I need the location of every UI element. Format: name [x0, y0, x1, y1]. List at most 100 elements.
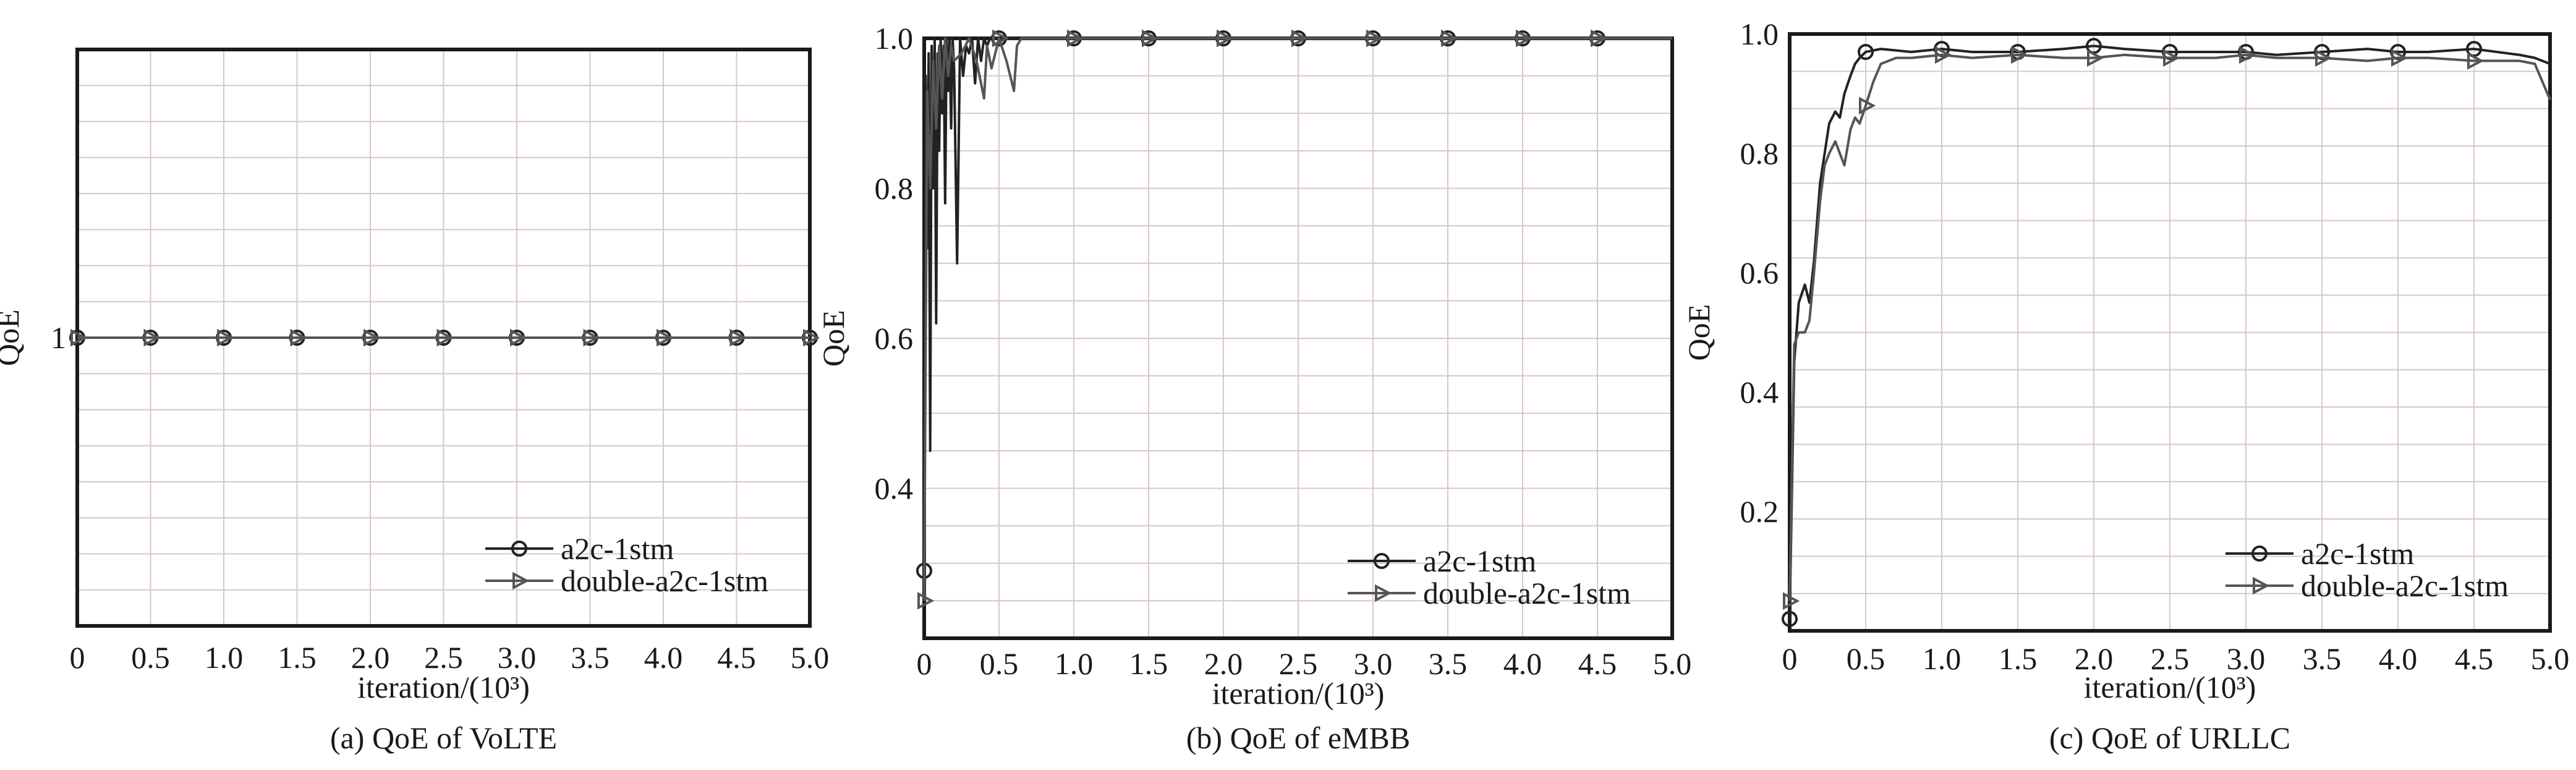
- x-tick-label: 3.5: [1429, 646, 1468, 681]
- x-tick-label: 1.0: [1923, 641, 1962, 676]
- legend-marker-circle: [511, 541, 527, 557]
- x-tick-label: 5.0: [791, 640, 830, 675]
- data-point-triangle: [1783, 592, 1800, 610]
- x-tick-label: 2.5: [424, 640, 463, 675]
- y-tick-label: 0.4: [1740, 375, 1779, 409]
- chart-panel-urllc: 0 0.5 1.0 1.5 2.0 2.5 3.0 3.5 4.0 4.5 5.0 0.2 0.4 0.6…: [1681, 17, 2569, 755]
- data-point-triangle: [1935, 46, 1952, 64]
- figure-caption: (a) QoE of VoLTE: [330, 721, 557, 755]
- data-point-triangle: [1516, 29, 1533, 48]
- data-point-triangle: [2011, 46, 2028, 64]
- y-axis-label: QoE: [0, 309, 25, 366]
- x-tick-label: 2.0: [2075, 641, 2114, 676]
- x-tick-label: 0.5: [980, 646, 1019, 681]
- data-point-circle: [1782, 610, 1798, 627]
- data-point-triangle: [917, 592, 935, 610]
- data-point-triangle: [1591, 29, 1608, 48]
- y-tick-label: 1.0: [875, 21, 914, 56]
- data-point-triangle: [657, 328, 674, 347]
- grid: [77, 49, 810, 626]
- legend-label: a2c-1stm: [561, 531, 674, 566]
- x-axis-label: iteration/(10³): [2084, 670, 2256, 704]
- x-tick-label: 0: [1782, 641, 1798, 676]
- data-point-triangle: [1067, 29, 1084, 48]
- y-tick-label: 0.4: [875, 471, 914, 506]
- legend-marker-circle: [2251, 545, 2268, 562]
- x-tick-label: 1.5: [278, 640, 317, 675]
- x-axis-label: iteration/(10³): [357, 670, 530, 704]
- legend-label: a2c-1stm: [2301, 536, 2414, 571]
- y-tick-label: 0.6: [875, 321, 914, 356]
- x-tick-label: 2.0: [351, 640, 390, 675]
- x-tick-label: 1.5: [1129, 646, 1168, 681]
- x-tick-label: 0.5: [1847, 641, 1885, 676]
- series-line: [1788, 45, 2551, 619]
- x-tick-label: 0.5: [131, 640, 170, 675]
- data-point-triangle: [363, 328, 381, 347]
- x-axis-label: iteration/(10³): [1212, 676, 1385, 711]
- legend-marker-triangle: [2253, 576, 2270, 595]
- series-line: [1788, 53, 2551, 601]
- data-point-triangle: [1217, 29, 1234, 48]
- legend-label: a2c-1stm: [1423, 544, 1536, 578]
- data-point-triangle: [1366, 29, 1384, 48]
- x-tick-label: 0: [70, 640, 85, 675]
- data-point-triangle: [290, 328, 307, 347]
- data-point-triangle: [803, 328, 820, 347]
- legend-marker-circle: [1374, 553, 1390, 569]
- x-tick-label: 4.0: [644, 640, 683, 675]
- data-point-triangle: [729, 328, 747, 347]
- figure-caption: (c) QoE of URLLC: [2049, 721, 2290, 755]
- y-tick-label: 0.2: [1740, 494, 1779, 529]
- x-tick-label: 4.5: [717, 640, 756, 675]
- x-tick-label: 2.0: [1204, 646, 1243, 681]
- data-point-triangle: [1441, 29, 1458, 48]
- x-tick-label: 1.0: [1055, 646, 1094, 681]
- y-axis-label: QoE: [816, 310, 851, 367]
- x-tick-label: 3.0: [498, 640, 537, 675]
- data-point-triangle: [2391, 49, 2408, 67]
- x-tick-label: 4.0: [1503, 646, 1542, 681]
- data-point-triangle: [2467, 52, 2485, 70]
- x-tick-label: 5.0: [2531, 641, 2570, 676]
- data-point-triangle: [510, 328, 527, 347]
- data-point-triangle: [1859, 96, 1876, 115]
- data-point-triangle: [217, 328, 234, 347]
- data-point-triangle: [436, 328, 454, 347]
- plot-frame: [1788, 32, 2552, 633]
- x-tick-label: 4.0: [2379, 641, 2418, 676]
- legend-marker-triangle: [512, 571, 530, 590]
- grid: [1789, 34, 2551, 631]
- data-point-triangle: [70, 328, 88, 347]
- x-tick-label: 1.5: [1999, 641, 2038, 676]
- x-tick-label: 4.5: [1578, 646, 1617, 681]
- y-tick-label: 0.8: [875, 171, 914, 206]
- x-tick-label: 2.5: [2151, 641, 2190, 676]
- data-point-triangle: [2239, 46, 2256, 64]
- data-point-circle: [1858, 43, 1874, 60]
- y-axis-label: QoE: [1681, 304, 1716, 361]
- y-tick-label: 0.6: [1740, 255, 1779, 290]
- x-tick-label: 1.0: [205, 640, 244, 675]
- x-tick-label: 3.0: [2227, 641, 2266, 676]
- y-tick-label: 0.8: [1740, 136, 1779, 171]
- x-tick-label: 2.5: [1279, 646, 1318, 681]
- x-tick-label: 3.5: [2303, 641, 2342, 676]
- x-tick-label: 3.0: [1354, 646, 1393, 681]
- series-line: [923, 37, 1672, 601]
- legend-label: double-a2c-1stm: [561, 563, 768, 598]
- data-point-triangle: [2087, 49, 2104, 67]
- y-tick-label: 1: [51, 320, 66, 355]
- figure-caption: (b) QoE of eMBB: [1186, 721, 1410, 755]
- data-point-triangle: [1142, 29, 1159, 48]
- y-tick-label: 1.0: [1740, 17, 1779, 51]
- grid: [924, 38, 1673, 638]
- legend-label: double-a2c-1stm: [2301, 568, 2509, 603]
- data-point-triangle: [992, 29, 1010, 48]
- chart-panel-volte: 0 0.5 1.0 1.5 2.0 2.5 3.0 3.5 4.0 4.5 5.0 1 iteratio…: [0, 48, 830, 755]
- data-point-triangle: [2315, 49, 2332, 67]
